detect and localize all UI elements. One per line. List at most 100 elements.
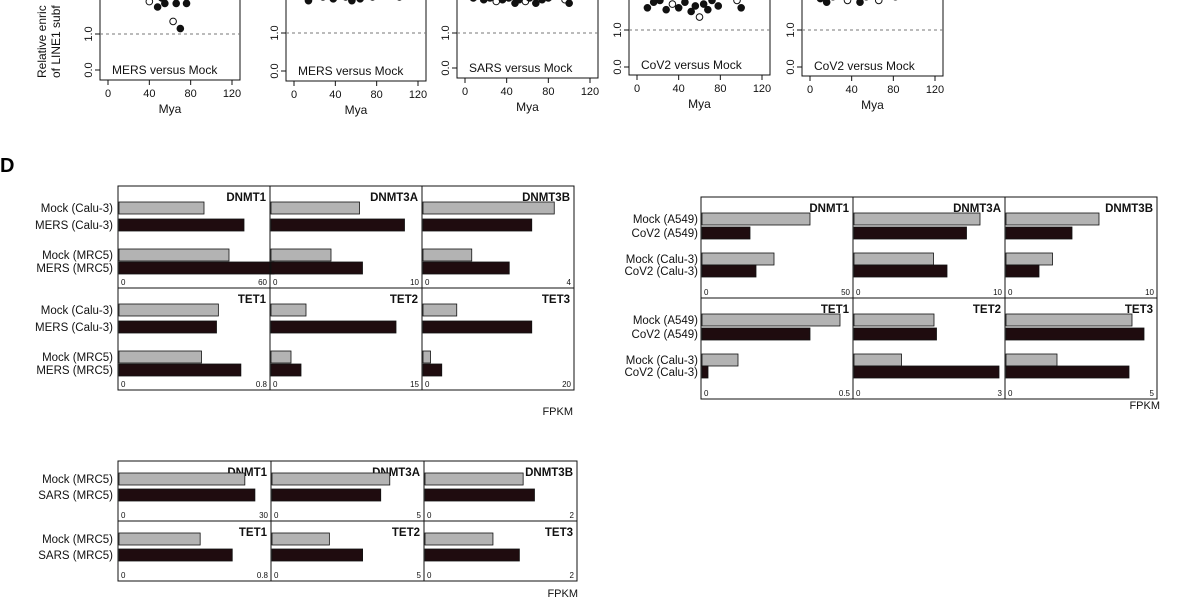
x-max-label: 10 bbox=[410, 278, 419, 287]
scatter-frame bbox=[801, 0, 944, 77]
x-axis-label: Mya bbox=[861, 98, 884, 112]
y-tick-label: 0.0 bbox=[612, 59, 624, 74]
x-max-label: 5 bbox=[1150, 389, 1155, 398]
x-min-label: 0 bbox=[121, 380, 126, 389]
scatter-frame bbox=[628, 0, 771, 76]
gene-cell-dnmt3b: DNMT3B 0 4 bbox=[421, 185, 575, 289]
gene-name: TET2 bbox=[973, 304, 1001, 316]
infected-bar bbox=[424, 488, 535, 502]
mock-bar bbox=[424, 532, 494, 546]
x-max-label: 0.8 bbox=[257, 571, 269, 580]
infected-bar bbox=[701, 264, 757, 278]
infected-bar bbox=[701, 365, 709, 379]
gene-cell-dnmt3b: DNMT3B 0 10 bbox=[1004, 196, 1158, 299]
x-max-label: 5 bbox=[417, 511, 422, 520]
gene-cell-tet2: TET2 0 15 bbox=[269, 287, 423, 391]
gene-name: DNMT1 bbox=[809, 203, 849, 215]
scatter-frame bbox=[99, 0, 241, 81]
data-point bbox=[643, 4, 652, 12]
data-point bbox=[737, 4, 745, 12]
scatter-title: SARS versus Mock bbox=[469, 61, 573, 75]
mock-bar bbox=[271, 472, 391, 486]
mock-row-label: Mock (Calu-3) bbox=[41, 305, 113, 317]
scatter-ylabel-line-1: Relative enric bbox=[35, 5, 49, 78]
gene-name: TET2 bbox=[390, 294, 418, 306]
mock-bar bbox=[424, 472, 524, 486]
infected-bar bbox=[701, 226, 751, 240]
mock-bar bbox=[701, 313, 841, 327]
data-point bbox=[515, 0, 523, 4]
scatter-ylabel-line-2: of LINE1 subf bbox=[49, 5, 63, 78]
gene-name: TET2 bbox=[392, 527, 420, 539]
data-point bbox=[176, 24, 185, 33]
mock-bar bbox=[1005, 353, 1058, 367]
x-min-label: 0 bbox=[1008, 389, 1013, 398]
x-tick-label: 80 bbox=[542, 86, 554, 98]
mock-row-label: Mock (MRC5) bbox=[42, 474, 113, 486]
y-tick-label: 0.0 bbox=[83, 62, 95, 77]
x-min-label: 0 bbox=[856, 389, 861, 398]
infected-bar bbox=[1005, 226, 1073, 240]
infected-bar bbox=[853, 327, 937, 341]
mock-bar bbox=[1005, 252, 1053, 266]
data-point bbox=[695, 13, 704, 21]
mock-bar bbox=[118, 532, 201, 546]
data-point bbox=[545, 0, 552, 2]
infected-bar bbox=[271, 548, 363, 562]
infected-bar bbox=[270, 320, 397, 334]
mock-bar bbox=[118, 201, 205, 215]
infected-bar bbox=[118, 363, 242, 377]
x-max-label: 10 bbox=[1145, 288, 1154, 297]
data-point bbox=[874, 0, 883, 5]
x-max-label: 50 bbox=[841, 288, 850, 297]
x-max-label: 3 bbox=[998, 389, 1003, 398]
mock-bar bbox=[853, 313, 935, 327]
x-tick-label: 0 bbox=[291, 89, 297, 101]
x-min-label: 0 bbox=[1008, 288, 1013, 297]
x-max-label: 30 bbox=[259, 511, 268, 520]
infected-bar bbox=[118, 320, 217, 334]
cell-frame bbox=[423, 520, 578, 582]
mock-row-label: Mock (MRC5) bbox=[42, 352, 113, 364]
gene-cell-dnmt3b: DNMT3B 0 2 bbox=[423, 460, 578, 522]
data-point bbox=[714, 2, 723, 10]
data-point bbox=[505, 0, 512, 2]
infected-row-label: CoV2 (A549) bbox=[632, 329, 699, 341]
data-point bbox=[486, 0, 494, 2]
x-min-label: 0 bbox=[274, 511, 279, 520]
gene-cell-tet1: TET1 0 0.8 bbox=[117, 287, 271, 391]
gene-cell-tet2: TET2 0 3 bbox=[852, 297, 1006, 400]
scatter-title: CoV2 versus Mock bbox=[814, 59, 916, 73]
x-tick-label: 80 bbox=[371, 89, 383, 101]
infected-row-label: SARS (MRC5) bbox=[38, 550, 113, 562]
x-tick-label: 120 bbox=[223, 88, 241, 100]
data-point bbox=[526, 0, 533, 2]
data-point bbox=[470, 0, 477, 2]
gene-name: DNMT3B bbox=[525, 467, 573, 479]
x-tick-label: 0 bbox=[105, 88, 111, 100]
data-point bbox=[704, 5, 712, 14]
data-point bbox=[674, 4, 683, 12]
gene-name: TET3 bbox=[1125, 304, 1153, 316]
x-max-label: 0.5 bbox=[839, 389, 851, 398]
mock-bar bbox=[853, 212, 981, 226]
mock-bar bbox=[118, 303, 219, 317]
data-point bbox=[699, 0, 708, 8]
x-max-label: 10 bbox=[993, 288, 1002, 297]
fpkm-axis-label: FPKM bbox=[542, 406, 573, 418]
gene-cell-tet3: TET3 0 20 bbox=[421, 287, 575, 391]
mock-bar bbox=[270, 248, 332, 262]
y-tick-label: 0.0 bbox=[785, 59, 797, 74]
infected-bar bbox=[853, 264, 948, 278]
mock-bar bbox=[270, 201, 360, 215]
infected-row-label: MERS (MRC5) bbox=[36, 365, 113, 377]
bar-grid-1: DNMT1 0 60 DNMT3A 0 10 DNMT3B 0 4 TET1 0 0.8 TET2 0 15… bbox=[35, 185, 575, 418]
infected-bar bbox=[118, 488, 256, 502]
infected-bar bbox=[422, 363, 443, 377]
x-max-label: 0.8 bbox=[256, 380, 268, 389]
gene-cell-dnmt3a: DNMT3A 0 10 bbox=[852, 196, 1006, 299]
data-point bbox=[691, 2, 700, 10]
